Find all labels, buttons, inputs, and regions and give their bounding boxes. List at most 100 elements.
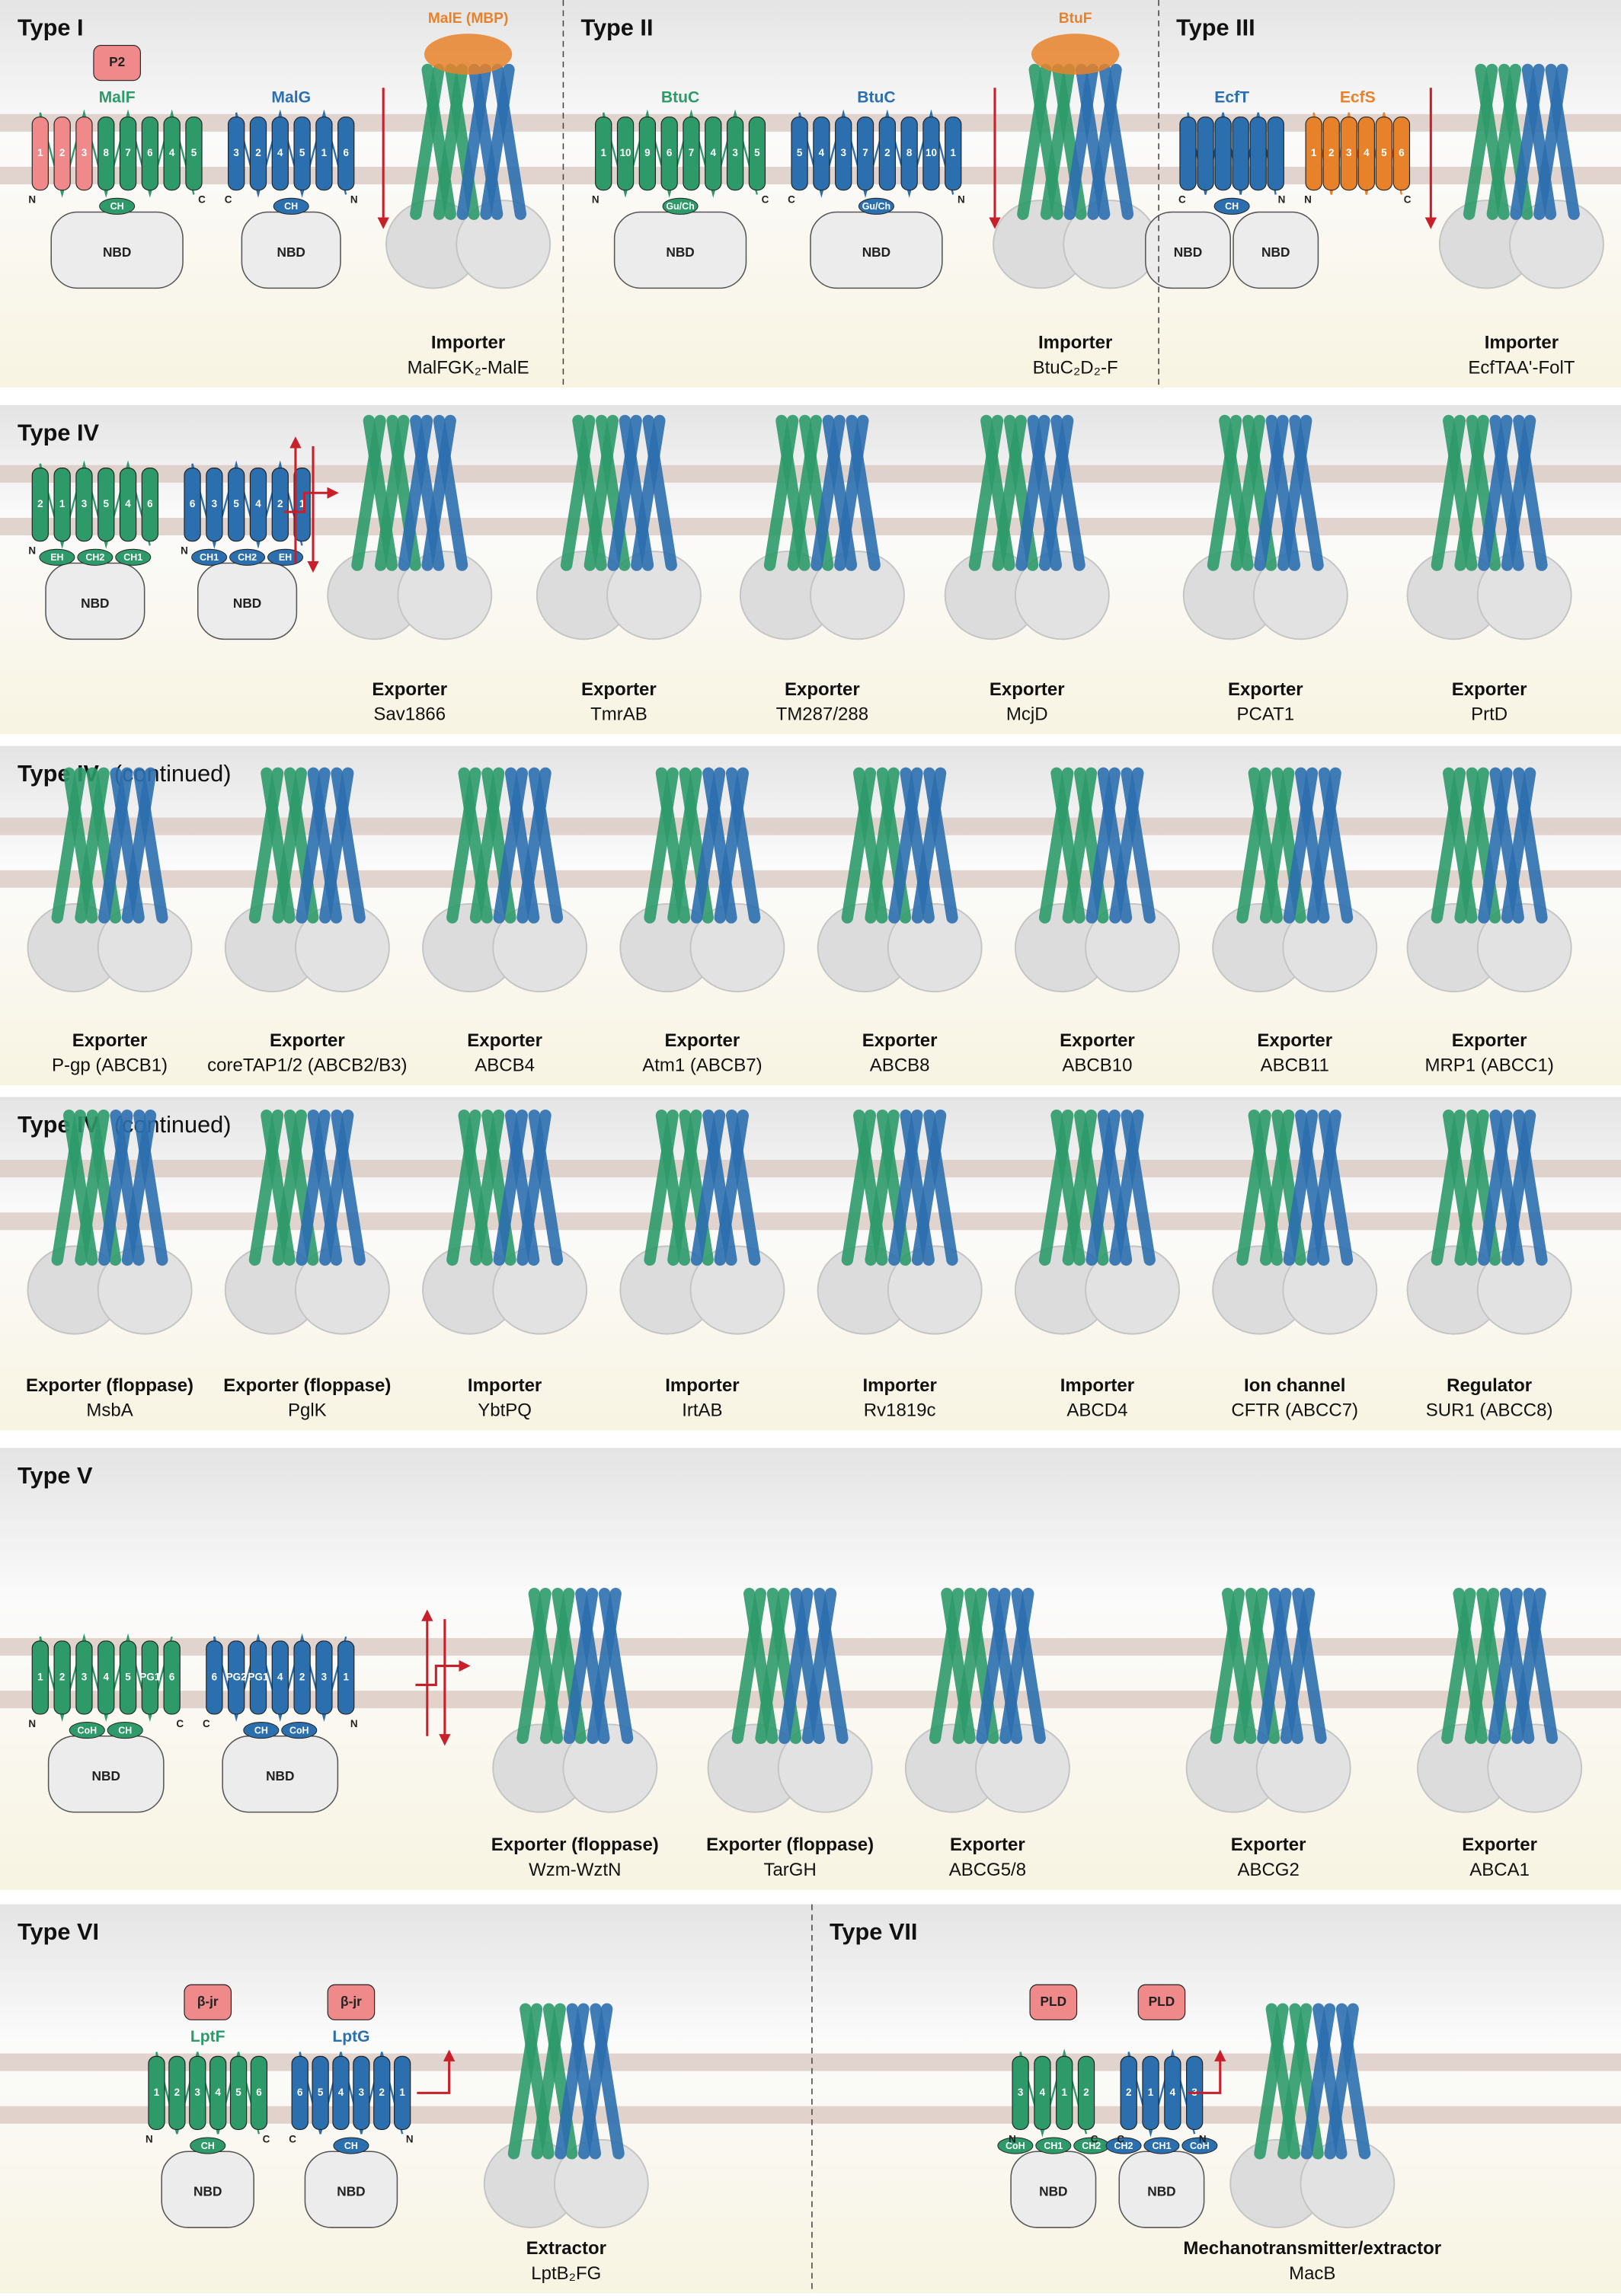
helix-label: 2 (1083, 2087, 1089, 2098)
nbd-surface (1252, 551, 1348, 640)
helix-label: 1 (951, 147, 957, 158)
nbd-surface (777, 1723, 873, 1813)
caption-role: Exporter (270, 1030, 345, 1051)
caption-role: Mechanotransmitter/extractor (1183, 2238, 1441, 2259)
helix (189, 2055, 206, 2130)
helix (337, 1640, 355, 1715)
helix-cylinder (1513, 414, 1548, 571)
helix (791, 117, 808, 191)
helix (250, 2055, 268, 2130)
protein-name: BtuC (857, 88, 895, 106)
helix-label: 4 (1170, 2087, 1176, 2098)
helix (856, 117, 874, 191)
ligand-protein (1031, 34, 1120, 75)
coupling-helix-label: CH1 (123, 552, 142, 563)
coupling-helix-label: CH (201, 2141, 215, 2151)
helix-label: 4 (711, 147, 717, 158)
structure: MalE (MBP) (385, 11, 552, 289)
membrane-band (0, 1212, 1621, 1231)
helix (945, 117, 962, 191)
coupling-helix (115, 548, 152, 566)
protein-name: EcfT (1214, 88, 1249, 106)
helix-cylinder (133, 767, 168, 924)
caption-name: MalFGK₂-MalE (408, 357, 529, 378)
helix-cylinder (590, 2003, 625, 2160)
topology-unit: 2 1 3 5 4 6 NBD EH CH2 CH1 N (28, 460, 158, 640)
helix (75, 1640, 93, 1715)
helix-label: 2 (255, 147, 261, 158)
helix-cylinder (1523, 1588, 1559, 1745)
nbd-surface (1282, 1245, 1378, 1335)
helix-label: 5 (299, 147, 305, 158)
helix-label: 1 (59, 498, 66, 509)
helix (229, 2055, 248, 2130)
caption-role: Exporter (floppase) (223, 1375, 391, 1396)
helix-cylinder (1121, 767, 1156, 924)
helix (209, 2055, 227, 2130)
caption-name: MsbA (86, 1400, 133, 1421)
helix-label: 1 (1061, 2087, 1067, 2098)
coupling-helix (267, 548, 304, 566)
helix-label: 2 (277, 498, 283, 509)
loop (299, 2052, 404, 2135)
helix-label: 6 (297, 2087, 302, 2098)
helix-cylinder (1545, 63, 1580, 220)
helix (1357, 117, 1375, 191)
coupling-helix-label: CH2 (1082, 2141, 1101, 2151)
caption-role: Exporter (665, 1030, 740, 1051)
coupling-helix (997, 2137, 1034, 2154)
ligand-label: MalE (MBP) (428, 11, 509, 27)
structure (1014, 1110, 1180, 1335)
helix (293, 468, 311, 542)
helix (119, 1640, 137, 1715)
coupling-helix-label: CH (344, 2141, 358, 2151)
nbd (1145, 211, 1231, 289)
caption-name: PglK (288, 1400, 327, 1421)
topology-unit: 3 4 1 2 PLD NBD CoH CH1 CH2 N C (997, 1984, 1110, 2228)
caption-name: TarGH (763, 1860, 816, 1880)
helix (163, 1640, 181, 1715)
caption-role: Exporter (785, 679, 860, 700)
helix-label: 3 (82, 147, 87, 158)
structure (492, 1588, 658, 1813)
structure (327, 414, 493, 640)
periplasmic-domain (93, 45, 141, 81)
helix-cylinder (1011, 1588, 1046, 1745)
helix-label: 1 (37, 1671, 43, 1682)
structure (483, 2003, 649, 2229)
helix-label: 2 (379, 2087, 385, 2098)
structure (1212, 767, 1378, 993)
helix-label: 1 (154, 2087, 160, 2098)
helix (185, 117, 203, 191)
coupling-helix (1143, 2137, 1180, 2154)
terminus: C (762, 194, 769, 206)
protein-name: MalF (99, 88, 136, 106)
helix-cylinder (1335, 2003, 1371, 2160)
nbd-surface (887, 1245, 983, 1335)
helix-cylinder (1318, 767, 1354, 924)
helix-label: 6 (147, 147, 152, 158)
terminus: C (203, 1718, 210, 1729)
helix (1232, 117, 1249, 191)
nbd-surface (606, 551, 702, 640)
panel-background (811, 1904, 1621, 2294)
helix (53, 117, 71, 191)
caption-role: Exporter (1452, 679, 1527, 700)
caption-role: Exporter (862, 1030, 938, 1051)
caption-name: IrtAB (682, 1400, 722, 1421)
caption-role: Exporter (floppase) (26, 1375, 193, 1396)
coupling-helix (1213, 197, 1250, 215)
topology-unit: 6 PG2 PG1 4 2 3 1 NBD CH CoH C N (203, 1633, 358, 1813)
helix (98, 468, 115, 542)
caption-name: ABCA1 (1469, 1860, 1530, 1880)
helix (271, 117, 289, 191)
structure (1406, 1110, 1572, 1335)
helix-label: 6 (190, 498, 195, 509)
helix (394, 2055, 411, 2130)
helix-label: 3 (840, 147, 846, 158)
coupling-helix (190, 2137, 226, 2154)
nbd-label: NBD (81, 596, 109, 611)
panel-title: Type VII (830, 1918, 918, 1945)
coupling-helix (858, 197, 894, 215)
